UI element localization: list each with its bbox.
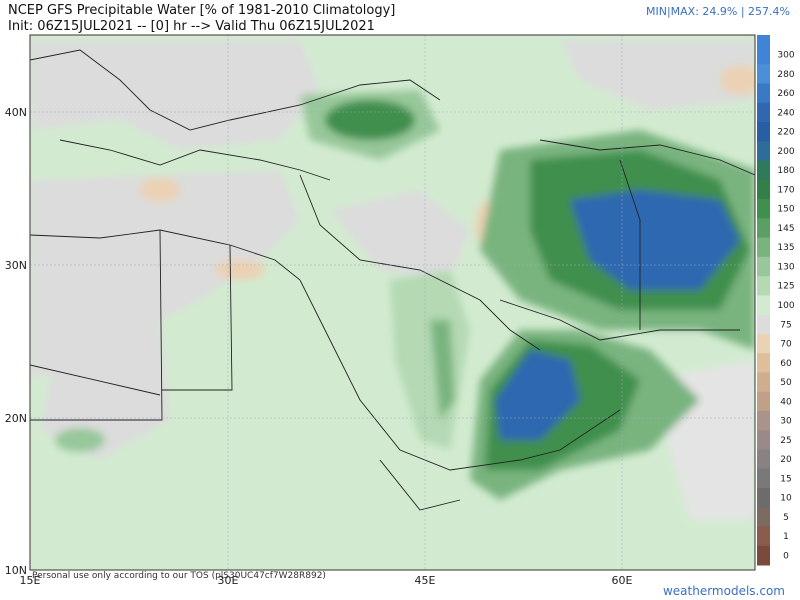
colorbar-swatch: [757, 45, 770, 65]
colorbar-swatch: [757, 372, 770, 393]
colorbar-label: 220: [777, 128, 794, 138]
colorbar-label: 70: [780, 340, 792, 350]
lat-label: 40N: [5, 106, 27, 119]
colorbar-cap: [757, 35, 770, 45]
colorbar-swatch: [757, 430, 770, 450]
colorbar-label: 10: [780, 494, 792, 504]
colorbar-swatch: [757, 141, 770, 162]
lon-label: 45E: [415, 574, 436, 587]
borders: [30, 49, 755, 511]
colorbar-label: 145: [777, 224, 794, 234]
colorbar-label: 135: [777, 243, 794, 253]
notice: Personal use only according to our TOS (…: [32, 571, 326, 581]
colorbar-label: 125: [777, 282, 794, 292]
colorbar-label: 300: [777, 51, 794, 61]
colorbar-label: 5: [783, 513, 789, 523]
colorbar-label: 20: [780, 455, 792, 465]
colorbar-swatch: [757, 256, 770, 277]
lat-label: 30N: [5, 259, 27, 272]
colorbar-swatch: [757, 218, 770, 239]
colorbar-label: 150: [777, 205, 794, 215]
colorbar-label: 50: [780, 378, 792, 388]
colorbar-label: 75: [780, 320, 791, 330]
colorbar-swatch: [757, 237, 770, 258]
colorbar-label: 40: [780, 397, 792, 407]
colorbar-swatch: [757, 314, 770, 335]
min-max: MIN|MAX: 24.9% | 257.4%: [645, 5, 790, 18]
colorbar-swatch: [757, 545, 770, 566]
colorbar-swatch: [757, 160, 770, 181]
colorbar-label: 15: [780, 474, 791, 484]
watermark: weathermodels.com: [663, 584, 785, 598]
colorbar-label: 240: [777, 108, 794, 118]
colorbar-swatch: [757, 526, 770, 547]
map-frame: [29, 34, 756, 571]
colorbar-label: 30: [780, 417, 792, 427]
colorbar-swatch: [757, 487, 770, 508]
colorbar-label: 180: [777, 166, 794, 176]
lon-labels: 15E 30E 45E 60E: [20, 574, 633, 587]
lon-label: 15E: [20, 574, 41, 587]
lat-label: 10N: [5, 564, 27, 577]
colorbar-label: 280: [777, 70, 794, 80]
lon-label: 30E: [218, 574, 239, 587]
colorbar-swatch: [757, 83, 770, 104]
colorbar: 3002802602402202001801701501451351301251…: [757, 35, 795, 566]
colorbar-label: 200: [777, 147, 794, 157]
colorbar-swatch: [757, 391, 770, 412]
colorbar-swatch: [757, 468, 770, 489]
colorbar-swatch: [757, 64, 770, 85]
colorbar-swatch: [757, 295, 770, 316]
colorbar-label: 25: [780, 436, 791, 446]
title: NCEP GFS Precipitable Water [% of 1981-2…: [8, 3, 396, 18]
colorbar-label: 100: [777, 301, 794, 311]
colorbar-swatch: [757, 122, 770, 142]
colorbar-swatch: [757, 199, 770, 219]
graticule: [30, 35, 755, 570]
colorbar-label: 170: [777, 185, 794, 195]
colorbar-swatch: [757, 333, 770, 354]
colorbar-label: 260: [777, 89, 794, 99]
colorbar-label: 1: [783, 532, 789, 542]
colorbar-label: 130: [777, 262, 794, 272]
colorbar-swatch: [757, 449, 770, 470]
title-block: NCEP GFS Precipitable Water [% of 1981-2…: [8, 3, 395, 35]
lat-label: 20N: [5, 412, 27, 425]
colorbar-swatch: [757, 353, 770, 373]
colorbar-swatch: [757, 410, 770, 431]
colorbar-swatch: [757, 507, 770, 527]
lon-label: 60E: [612, 574, 633, 587]
map-field: [30, 35, 755, 570]
colorbar-label: 0: [783, 551, 789, 561]
colorbar-label: 60: [780, 359, 792, 369]
lat-labels: 40N 30N 20N 10N: [5, 106, 27, 577]
colorbar-swatch: [757, 179, 770, 200]
colorbar-swatch: [757, 102, 770, 123]
subtitle: Init: 06Z15JUL2021 -- [0] hr --> Valid T…: [8, 19, 375, 34]
colorbar-swatch: [757, 276, 770, 296]
